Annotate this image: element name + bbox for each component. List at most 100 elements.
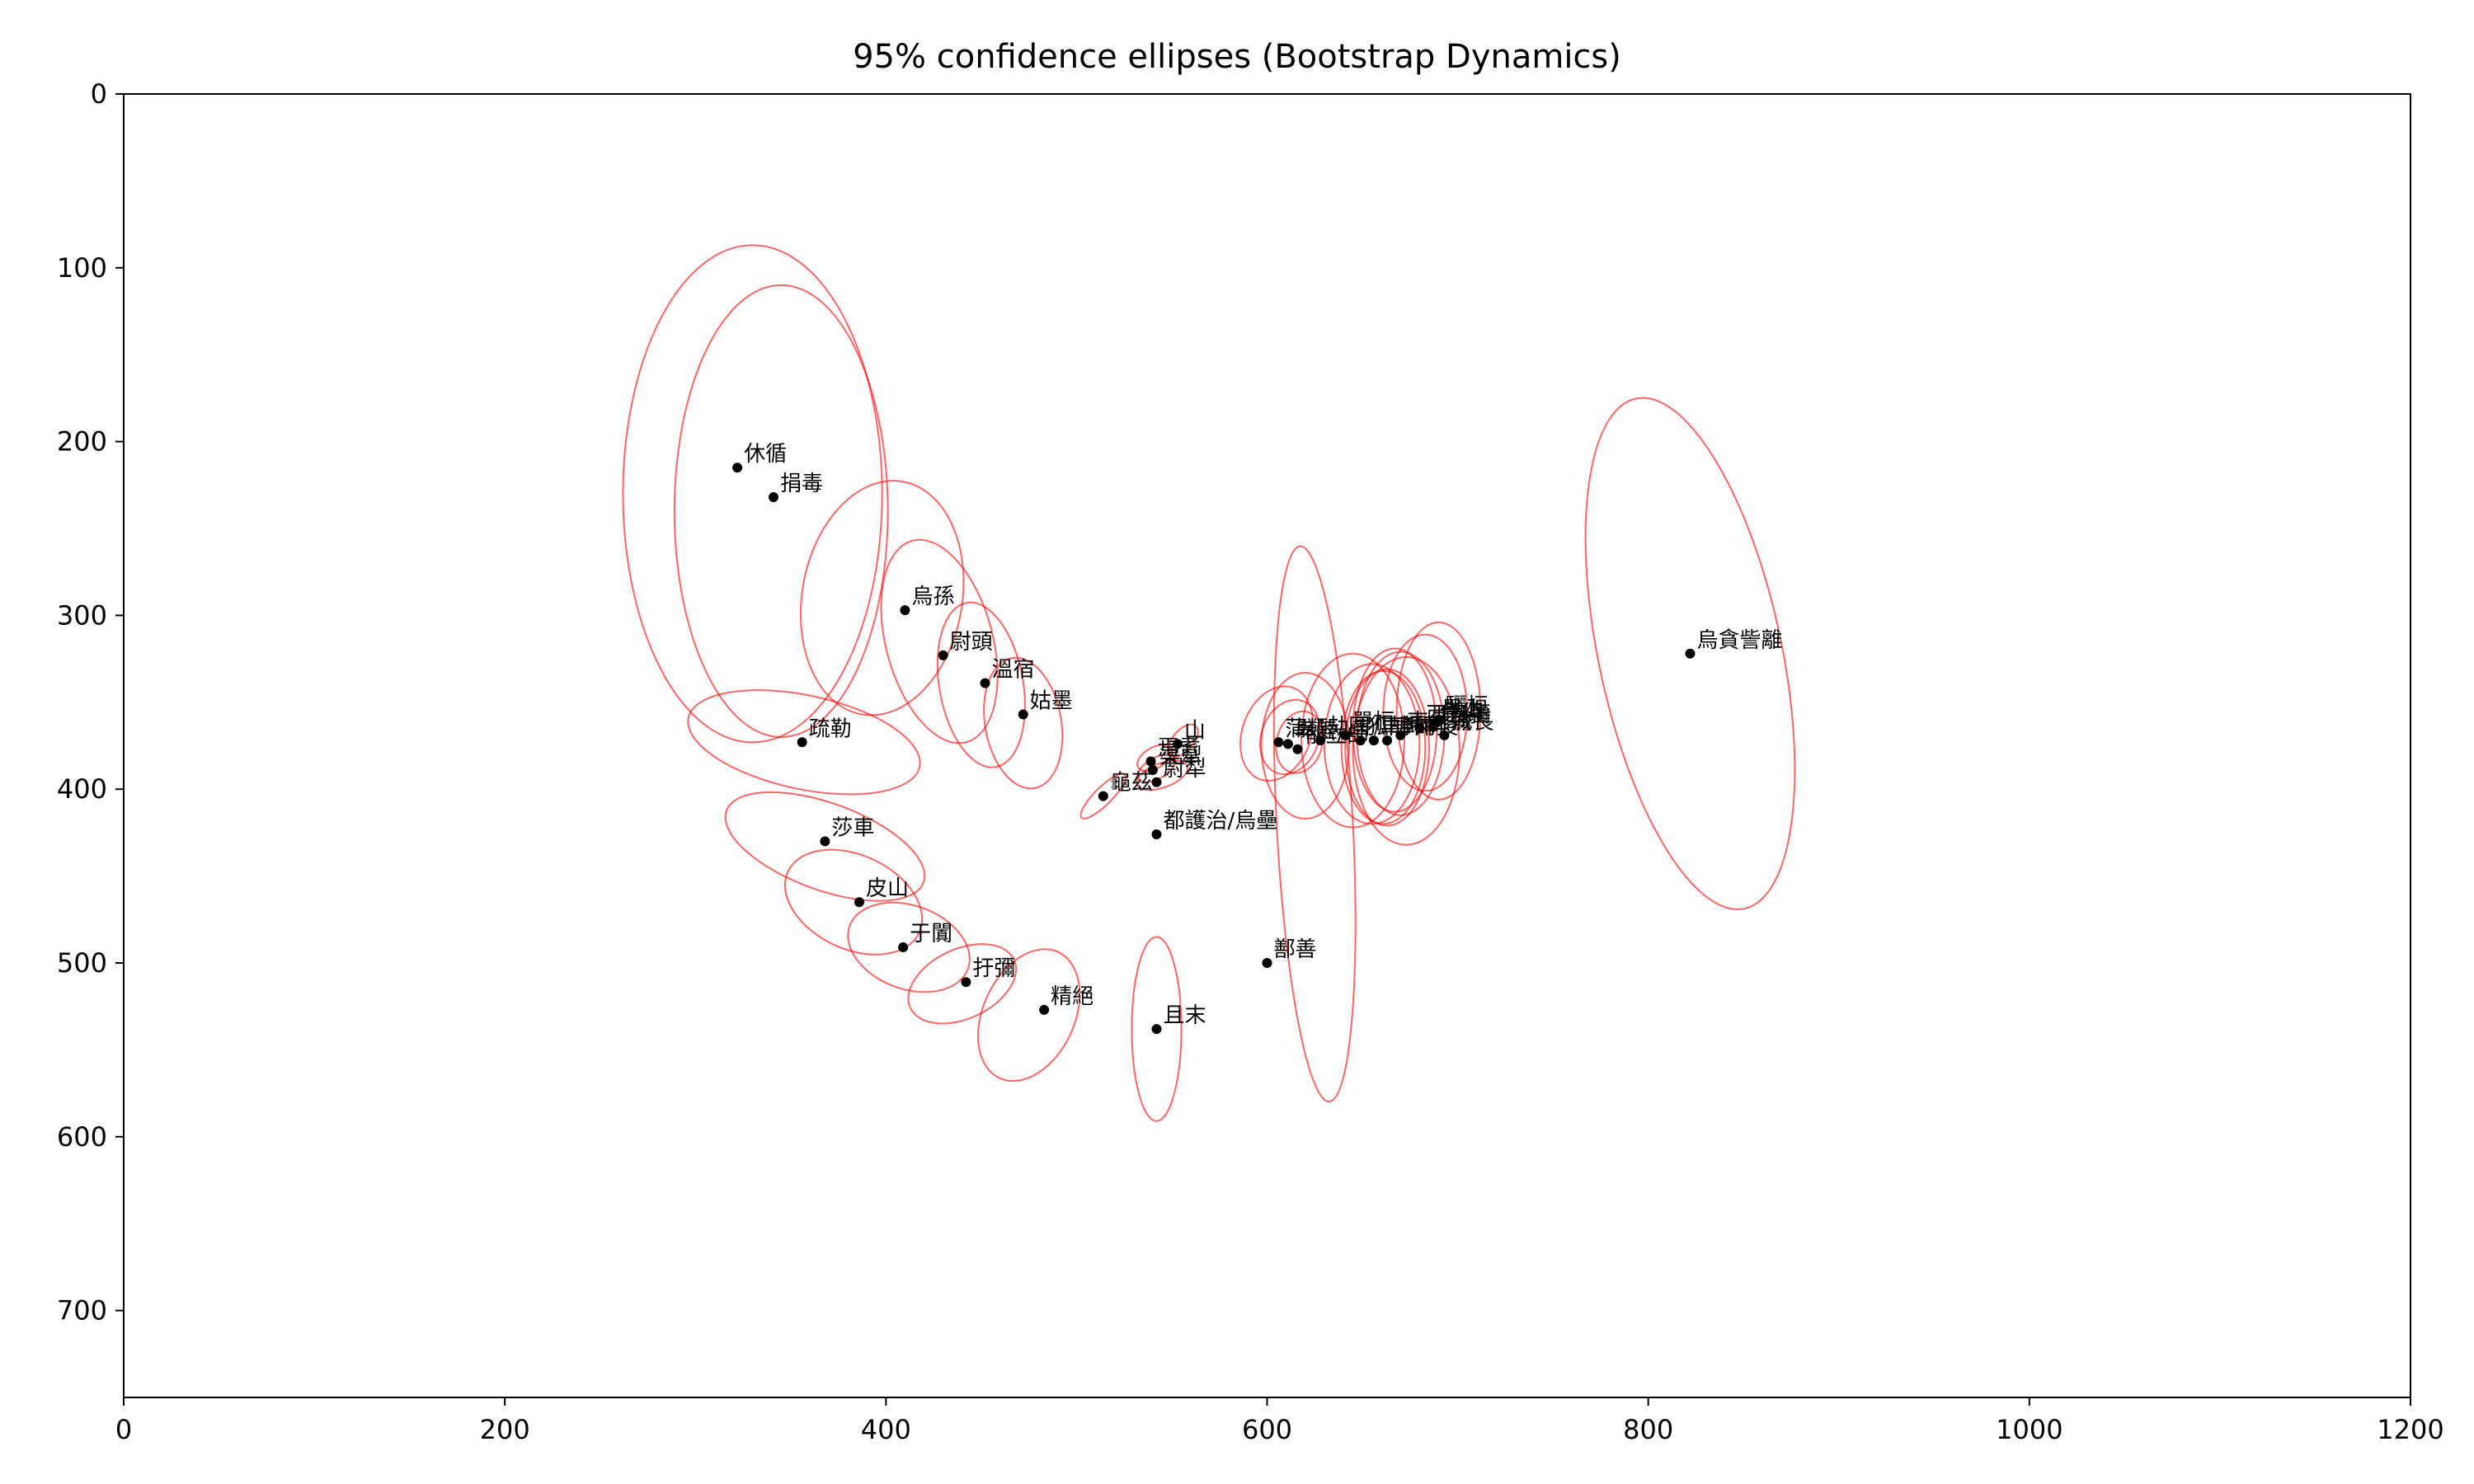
data-point xyxy=(1355,735,1366,746)
chart-title: 95% confidence ellipses (Bootstrap Dynam… xyxy=(853,38,1621,76)
data-point xyxy=(854,897,864,908)
point-label: 西且彌 xyxy=(1426,702,1490,727)
y-tick-label: 300 xyxy=(57,599,107,631)
point-label: 車師後 xyxy=(1394,715,1458,740)
data-point xyxy=(1273,737,1284,748)
point-label: 蒲類 xyxy=(1285,716,1328,741)
data-point xyxy=(1340,730,1351,740)
data-point xyxy=(732,463,743,473)
point-label: 尉頭 xyxy=(950,630,993,655)
axis-ticks: 0 200 400 600 800 1000 1200 0 100 200 300 400 500 600… xyxy=(57,78,2444,1445)
confidence-ellipse xyxy=(1131,936,1183,1122)
point-label: 烏孫 xyxy=(911,585,954,609)
data-point xyxy=(1147,765,1158,776)
y-tick-label: 200 xyxy=(57,426,107,458)
confidence-ellipse xyxy=(687,689,921,796)
point-label: 鄯善 xyxy=(1274,937,1317,962)
confidence-ellipse xyxy=(1340,669,1427,825)
point-label: 東且彌 xyxy=(1407,710,1471,735)
point-label: 都護治/烏壘 xyxy=(1163,809,1277,834)
data-point xyxy=(1414,723,1425,734)
point-label: 休循 xyxy=(744,442,787,467)
confidence-ellipses xyxy=(622,244,1796,1122)
y-tick-label: 500 xyxy=(57,947,107,979)
point-label: 莎車 xyxy=(831,815,874,840)
point-label: 烏貪訾離 xyxy=(1697,628,1783,653)
data-point xyxy=(900,605,910,616)
data-point xyxy=(820,836,830,847)
point-label: 卑陸 xyxy=(1295,718,1338,743)
point-label: 姑墨 xyxy=(1030,689,1073,714)
point-label: 捐毒 xyxy=(780,472,823,496)
data-point xyxy=(1151,777,1162,787)
x-tick-label: 600 xyxy=(1242,1414,1292,1445)
point-label: 疏勒 xyxy=(809,716,852,741)
point-label: 且末 xyxy=(1163,1003,1206,1028)
confidence-ellipse xyxy=(1584,397,1796,910)
y-tick-label: 0 xyxy=(91,78,107,110)
point-label: 城長 xyxy=(1451,710,1493,735)
point-label: 車師前 xyxy=(1380,715,1445,740)
point-label: 溫宿 xyxy=(991,658,1034,683)
data-point xyxy=(980,678,990,688)
data-point xyxy=(768,492,778,503)
y-tick-label: 100 xyxy=(57,252,107,284)
confidence-ellipse xyxy=(1344,668,1430,827)
data-point xyxy=(1262,958,1272,968)
data-point xyxy=(1039,1004,1050,1015)
data-point xyxy=(961,977,971,988)
data-point xyxy=(1098,791,1108,801)
point-label: 墨山 xyxy=(1442,697,1484,722)
point-label: 單桓 xyxy=(1352,710,1395,735)
point-label: 精絕 xyxy=(1051,984,1094,1009)
point-label: 于闐 xyxy=(910,922,952,946)
data-point xyxy=(1433,714,1444,725)
point-label: 渠犁 xyxy=(1159,744,1202,769)
confidence-ellipse xyxy=(880,538,999,744)
point-label: 焉耆 xyxy=(1158,735,1201,760)
confidence-ellipse xyxy=(1079,773,1126,819)
point-label: 狐胡 xyxy=(1367,715,1410,740)
x-tick-label: 800 xyxy=(1623,1414,1673,1445)
confidence-ellipse xyxy=(1395,621,1482,801)
data-point xyxy=(1315,735,1326,746)
data-point xyxy=(1292,744,1303,754)
point-label: 皮山 xyxy=(866,876,909,901)
confidence-ellipse xyxy=(1136,744,1174,773)
x-tick-label: 0 xyxy=(115,1414,132,1445)
confidence-ellipse xyxy=(1352,647,1438,813)
confidence-ellipse xyxy=(847,901,971,993)
confidence-ellipse xyxy=(983,656,1064,790)
confidence-ellipse xyxy=(1136,759,1189,791)
data-point xyxy=(1282,739,1293,749)
data-point xyxy=(1145,756,1156,767)
confidence-ellipse xyxy=(1168,723,1199,758)
point-label: 劫國 xyxy=(1327,715,1370,740)
confidence-ellipse xyxy=(622,244,883,744)
data-point xyxy=(1151,1024,1162,1035)
data-point xyxy=(1368,735,1379,746)
data-point xyxy=(797,737,807,748)
data-point xyxy=(1172,739,1183,749)
point-label: 山 xyxy=(1184,718,1206,743)
plot-area xyxy=(123,93,2411,1398)
confidence-ellipse xyxy=(936,601,1026,768)
data-point xyxy=(1018,709,1028,720)
confidence-ellipse xyxy=(1275,710,1324,774)
data-point xyxy=(1685,648,1696,659)
confidence-ellipse xyxy=(977,948,1081,1082)
confidence-ellipse xyxy=(1382,633,1469,792)
data-point xyxy=(898,942,909,953)
y-tick-label: 700 xyxy=(57,1295,107,1327)
confidence-ellipse xyxy=(724,791,926,902)
point-label: 郁立師 xyxy=(1304,724,1368,749)
confidence-ellipse xyxy=(1300,652,1405,829)
data-point xyxy=(1395,730,1406,740)
confidence-ellipse xyxy=(1239,685,1315,782)
data-point xyxy=(938,650,948,660)
confidence-ellipse xyxy=(1272,545,1357,1103)
confidence-ellipse xyxy=(783,848,924,956)
point-label: 危須 xyxy=(1440,701,1483,726)
confidence-ellipse xyxy=(1352,655,1460,846)
